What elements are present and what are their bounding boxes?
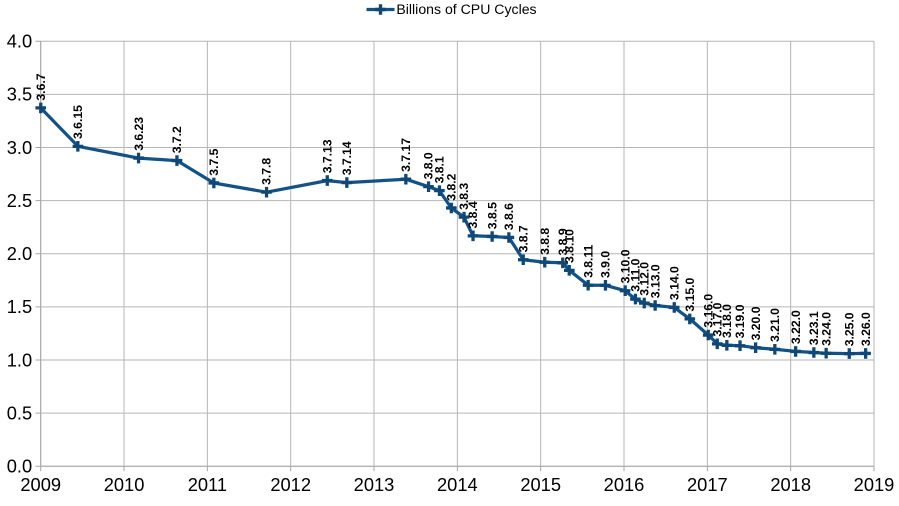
svg-text:0.0: 0.0 [7,456,32,477]
svg-text:3.6.23: 3.6.23 [132,117,146,151]
svg-text:3.15.0: 3.15.0 [683,277,697,311]
svg-text:Billions of CPU Cycles: Billions of CPU Cycles [396,1,536,17]
svg-text:3.7.8: 3.7.8 [260,158,274,185]
svg-text:2009: 2009 [20,474,61,495]
svg-text:3.12.0: 3.12.0 [638,262,652,296]
svg-text:3.6.15: 3.6.15 [71,105,85,139]
svg-text:0.5: 0.5 [7,402,32,423]
svg-text:3.8.9: 3.8.9 [556,228,570,255]
svg-text:2.0: 2.0 [7,243,32,264]
svg-text:3.8.2: 3.8.2 [445,173,459,200]
svg-text:2012: 2012 [270,474,311,495]
svg-text:3.10.0: 3.10.0 [618,249,632,283]
svg-text:3.8.4: 3.8.4 [466,201,480,228]
svg-text:3.9.0: 3.9.0 [599,251,613,278]
svg-text:3.22.0: 3.22.0 [789,310,803,344]
svg-text:3.13.0: 3.13.0 [648,264,662,298]
svg-text:3.8.0: 3.8.0 [422,152,436,179]
svg-text:1.5: 1.5 [7,296,32,317]
svg-text:3.11.0: 3.11.0 [629,258,643,291]
svg-text:3.8.1: 3.8.1 [433,156,447,183]
svg-text:3.7.2: 3.7.2 [170,126,184,153]
svg-text:3.8.3: 3.8.3 [457,183,471,210]
svg-text:3.8.8: 3.8.8 [538,228,552,255]
svg-text:3.6.7: 3.6.7 [34,73,48,100]
svg-text:3.8.6: 3.8.6 [502,203,516,230]
svg-text:3.25.0: 3.25.0 [843,312,857,346]
svg-text:2010: 2010 [104,474,145,495]
svg-text:2019: 2019 [854,474,895,495]
svg-text:2017: 2017 [687,474,728,495]
svg-text:2013: 2013 [354,474,395,495]
svg-text:3.17.0: 3.17.0 [711,302,725,336]
svg-text:3.7.13: 3.7.13 [320,139,334,173]
svg-text:3.16.0: 3.16.0 [701,294,715,328]
svg-text:3.19.0: 3.19.0 [733,304,747,338]
svg-text:2.5: 2.5 [7,190,32,211]
svg-text:3.14.0: 3.14.0 [667,266,681,300]
svg-text:4.0: 4.0 [7,31,32,52]
svg-text:3.21.0: 3.21.0 [768,308,782,342]
svg-text:3.7.5: 3.7.5 [207,148,221,175]
svg-text:2014: 2014 [437,474,478,495]
svg-text:2016: 2016 [604,474,645,495]
svg-text:2018: 2018 [770,474,811,495]
svg-text:3.7.17: 3.7.17 [399,138,413,172]
svg-text:3.5: 3.5 [7,84,32,105]
svg-text:2011: 2011 [188,474,227,495]
svg-text:3.23.1: 3.23.1 [807,311,821,345]
svg-text:3.26.0: 3.26.0 [859,312,873,346]
svg-text:3.18.0: 3.18.0 [720,304,734,338]
svg-text:3.8.7: 3.8.7 [517,225,531,252]
svg-text:2015: 2015 [520,474,561,495]
svg-text:3.20.0: 3.20.0 [749,306,763,340]
svg-text:3.8.10: 3.8.10 [563,229,577,263]
svg-text:3.7.14: 3.7.14 [340,141,354,175]
svg-text:3.24.0: 3.24.0 [819,312,833,346]
svg-text:3.8.5: 3.8.5 [485,202,499,229]
svg-text:3.8.11: 3.8.11 [581,244,595,277]
svg-text:1.0: 1.0 [7,349,32,370]
svg-text:3.0: 3.0 [7,137,32,158]
